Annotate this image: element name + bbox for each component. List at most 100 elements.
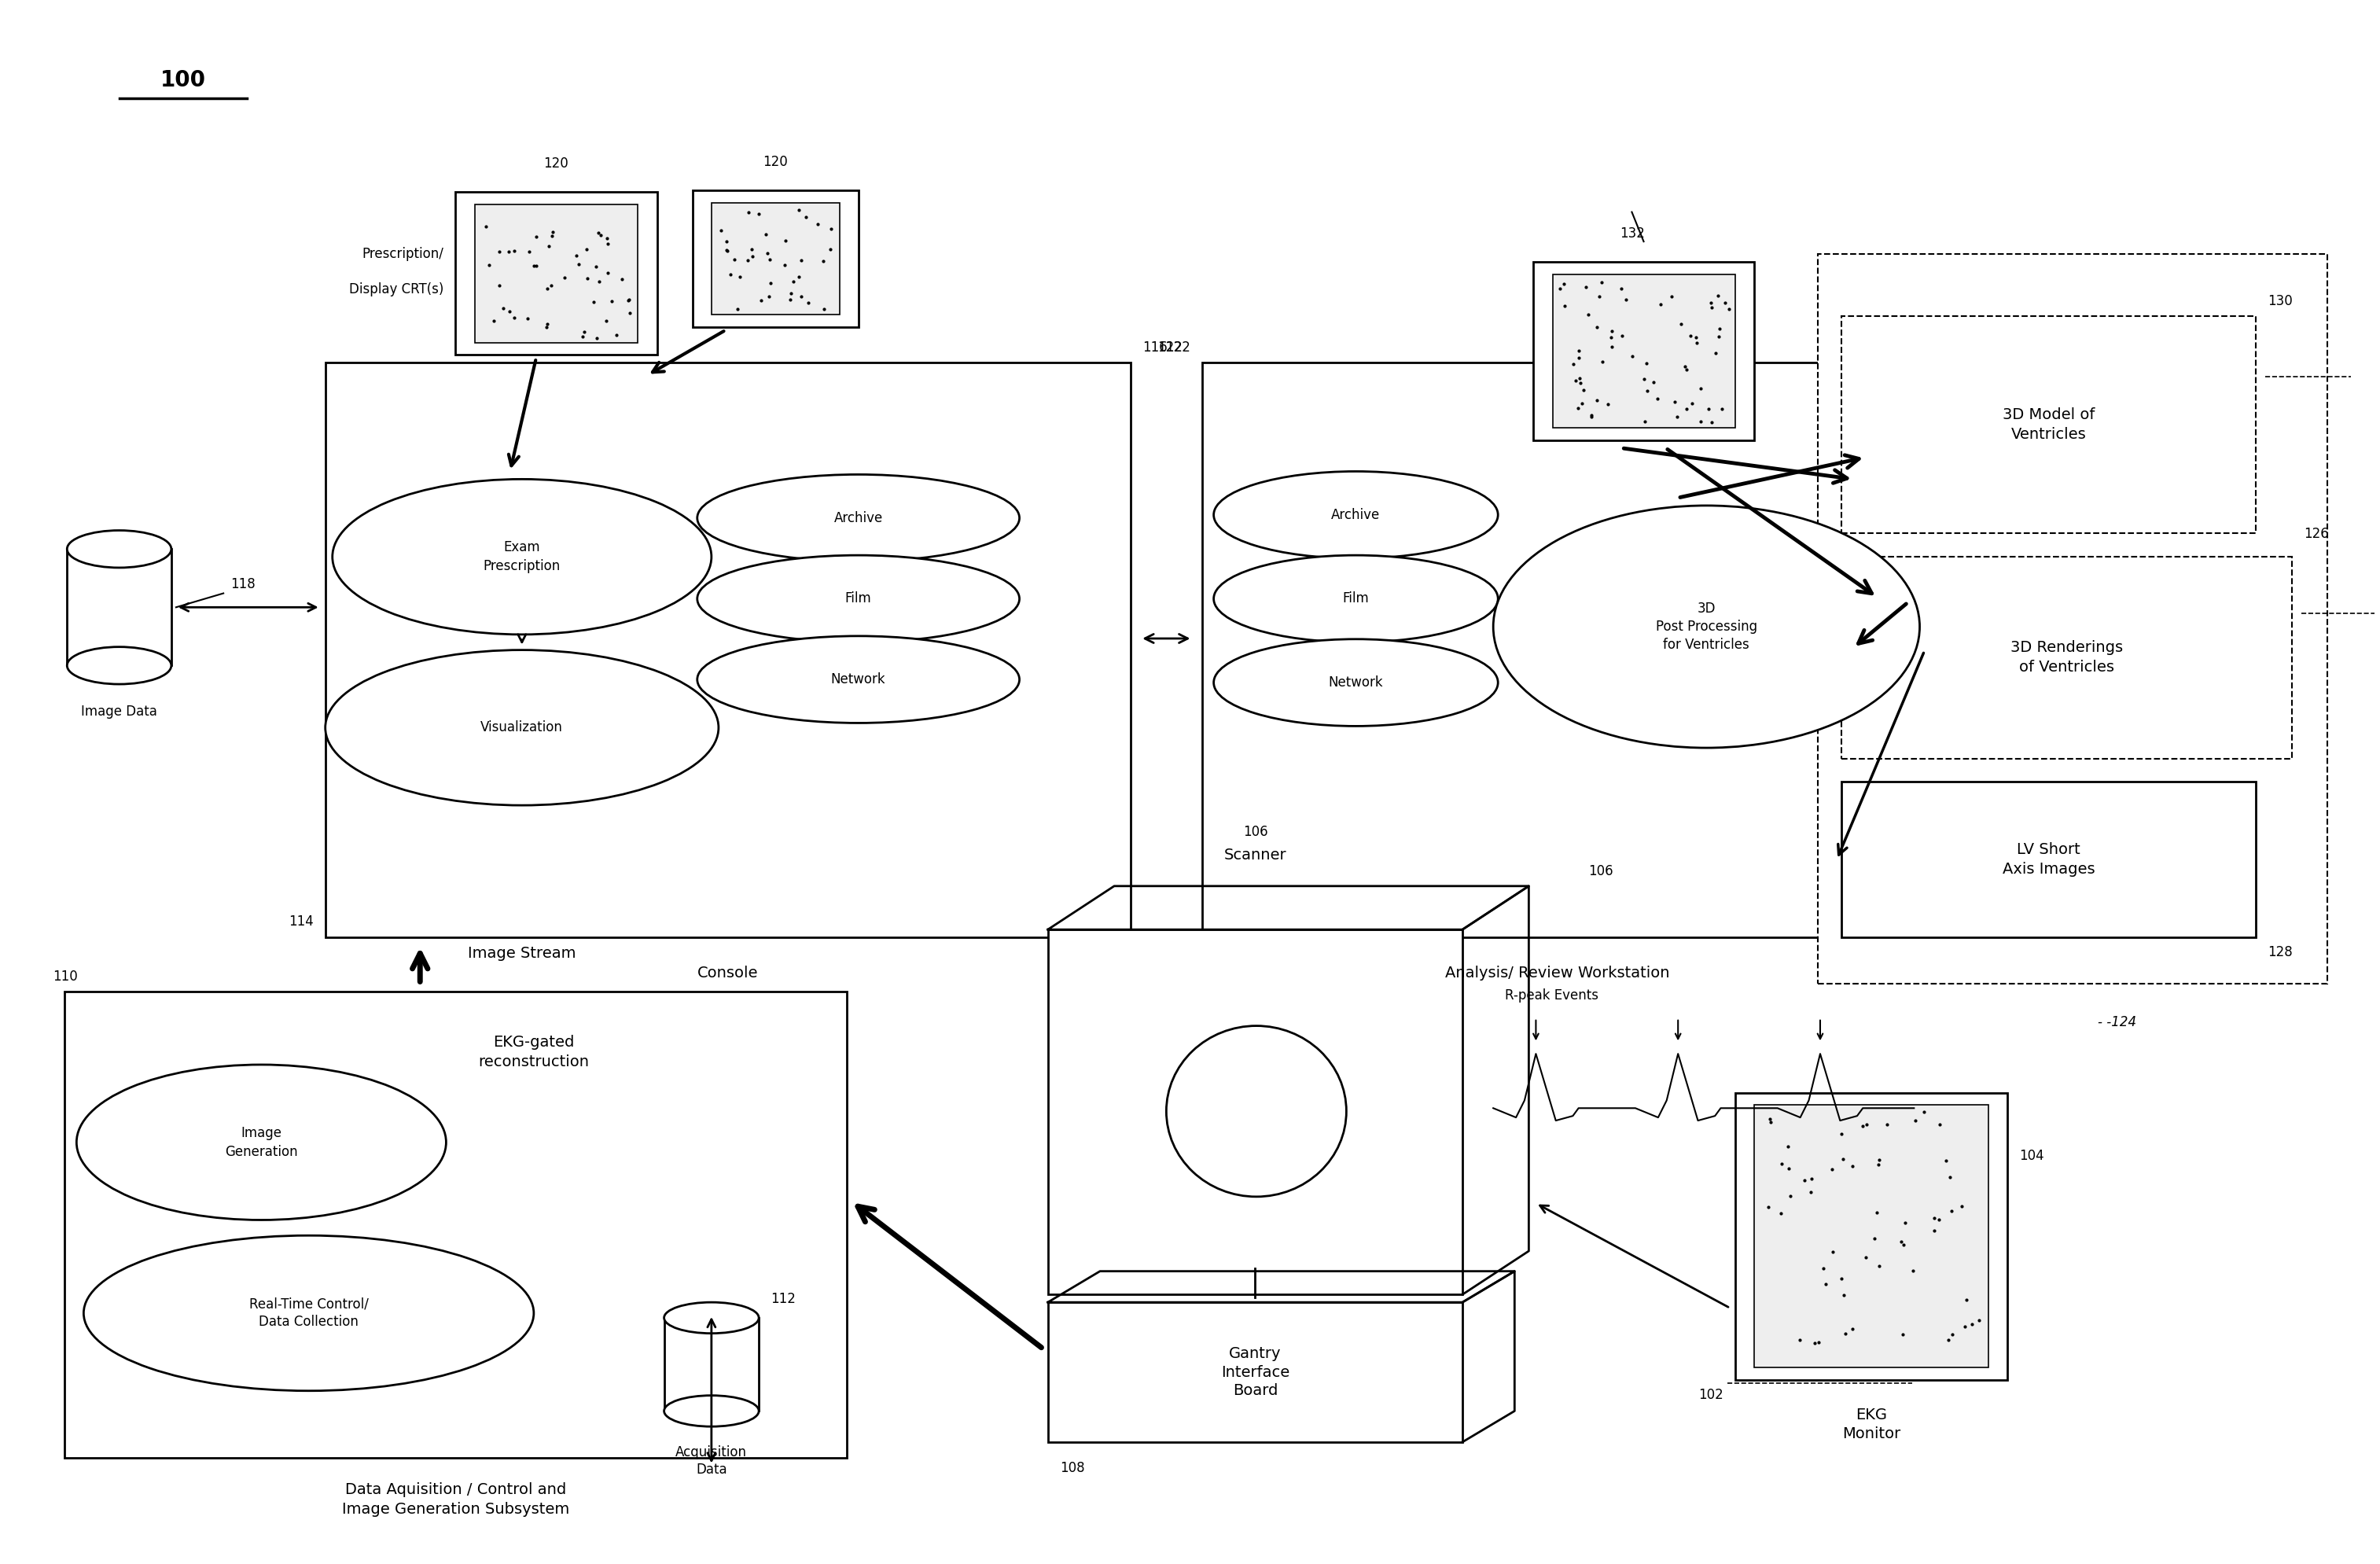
Bar [693, 191, 859, 327]
Point [1894, 1259, 1933, 1284]
Point [747, 241, 785, 266]
Point [721, 264, 759, 289]
Point [1814, 1156, 1852, 1181]
Point [1683, 408, 1721, 433]
Point [1661, 311, 1699, 336]
Point [1583, 349, 1621, 374]
Point [752, 271, 790, 296]
Ellipse shape [1214, 555, 1497, 643]
Point [1699, 324, 1737, 349]
Point [516, 253, 555, 278]
Point [1799, 1329, 1837, 1354]
Text: Network: Network [831, 673, 885, 687]
Point [609, 286, 647, 311]
Point [1554, 352, 1592, 377]
Point [509, 239, 547, 264]
Point [1814, 1240, 1852, 1265]
Text: 114: 114 [288, 915, 314, 929]
Point [1887, 1211, 1925, 1236]
Point [790, 291, 828, 316]
Point [1704, 397, 1742, 422]
Point [1706, 291, 1745, 316]
Point [612, 300, 650, 325]
Point [1904, 1099, 1942, 1125]
Point [597, 322, 635, 347]
Bar [1842, 316, 2256, 533]
Point [1771, 1184, 1809, 1209]
Point [1587, 391, 1626, 416]
Text: 106: 106 [1587, 865, 1614, 879]
Point [490, 299, 528, 324]
Point [564, 324, 602, 349]
Point [1580, 285, 1618, 310]
Text: EKG-gated
reconstruction: EKG-gated reconstruction [478, 1035, 590, 1070]
Point [495, 239, 533, 264]
Text: Archive: Archive [833, 511, 883, 526]
Point [1947, 1287, 1985, 1312]
Point [1671, 322, 1709, 347]
Text: 3D Model of
Ventricles: 3D Model of Ventricles [2002, 408, 2094, 443]
Point [533, 219, 571, 244]
Text: Console: Console [697, 965, 759, 981]
Text: Network: Network [1328, 676, 1383, 690]
Point [783, 247, 821, 272]
Text: 3D Renderings
of Ventricles: 3D Renderings of Ventricles [2011, 640, 2123, 676]
Text: Prescription/: Prescription/ [362, 247, 443, 261]
Point [750, 247, 788, 272]
Ellipse shape [1492, 505, 1921, 748]
Text: 122: 122 [1164, 341, 1190, 355]
Text: 132: 132 [1621, 227, 1645, 241]
Point [750, 283, 788, 308]
Point [481, 274, 519, 299]
Point [1930, 1328, 1968, 1353]
Point [766, 252, 804, 277]
Point [1804, 1256, 1842, 1281]
Text: 128: 128 [2268, 945, 2292, 959]
Point [781, 264, 819, 289]
Point [1856, 1200, 1894, 1225]
Point [1692, 294, 1730, 319]
Ellipse shape [697, 637, 1019, 723]
Point [576, 289, 614, 314]
Point [533, 224, 571, 249]
Bar [1818, 253, 2328, 984]
Point [1547, 294, 1585, 319]
Point [1564, 391, 1602, 416]
Point [1592, 319, 1630, 344]
Text: R-peak Events: R-peak Events [1504, 988, 1599, 1003]
Ellipse shape [83, 1236, 533, 1390]
Point [709, 239, 747, 264]
Point [1916, 1206, 1954, 1231]
Point [509, 305, 547, 330]
Point [471, 252, 509, 277]
Point [576, 253, 614, 278]
Point [1606, 286, 1645, 311]
Point [578, 325, 616, 350]
Point [714, 247, 752, 272]
Text: Visualization: Visualization [481, 721, 564, 735]
Point [800, 211, 838, 236]
Bar [1552, 274, 1735, 429]
Point [1557, 368, 1595, 393]
Point [1666, 353, 1704, 378]
Point [1806, 1272, 1845, 1297]
Point [1942, 1193, 1980, 1218]
Point [1545, 271, 1583, 296]
Text: 3D
Post Processing
for Ventricles: 3D Post Processing for Ventricles [1656, 602, 1756, 652]
Point [1709, 297, 1747, 322]
Bar [64, 992, 847, 1458]
Point [1847, 1112, 1885, 1137]
Point [781, 197, 819, 222]
Point [1883, 1229, 1921, 1254]
Point [566, 236, 605, 261]
Point [1933, 1198, 1971, 1223]
Point [1752, 1109, 1790, 1134]
Ellipse shape [67, 647, 171, 683]
Point [1592, 335, 1630, 360]
Point [1859, 1153, 1897, 1178]
Point [743, 288, 781, 313]
Text: Image
Generation: Image Generation [224, 1126, 298, 1159]
Point [1861, 1146, 1899, 1171]
Text: 122: 122 [1157, 341, 1183, 355]
Point [1573, 405, 1611, 430]
